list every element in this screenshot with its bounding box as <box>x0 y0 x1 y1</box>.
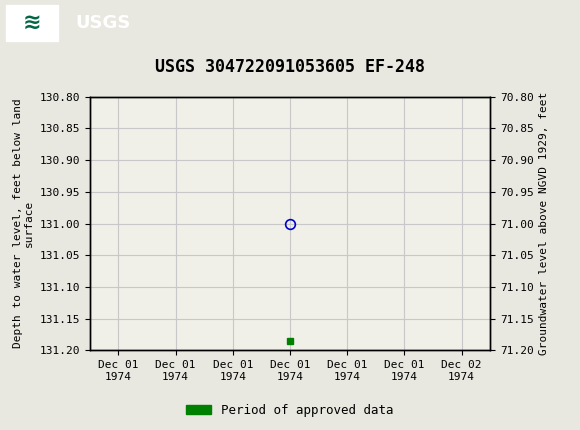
Legend: Period of approved data: Period of approved data <box>181 399 399 421</box>
Text: USGS: USGS <box>75 14 130 31</box>
Y-axis label: Depth to water level, feet below land
surface: Depth to water level, feet below land su… <box>13 99 34 348</box>
Bar <box>6 4 58 41</box>
Y-axis label: Groundwater level above NGVD 1929, feet: Groundwater level above NGVD 1929, feet <box>539 92 549 355</box>
Text: ≋: ≋ <box>23 12 41 33</box>
Text: USGS 304722091053605 EF-248: USGS 304722091053605 EF-248 <box>155 58 425 76</box>
